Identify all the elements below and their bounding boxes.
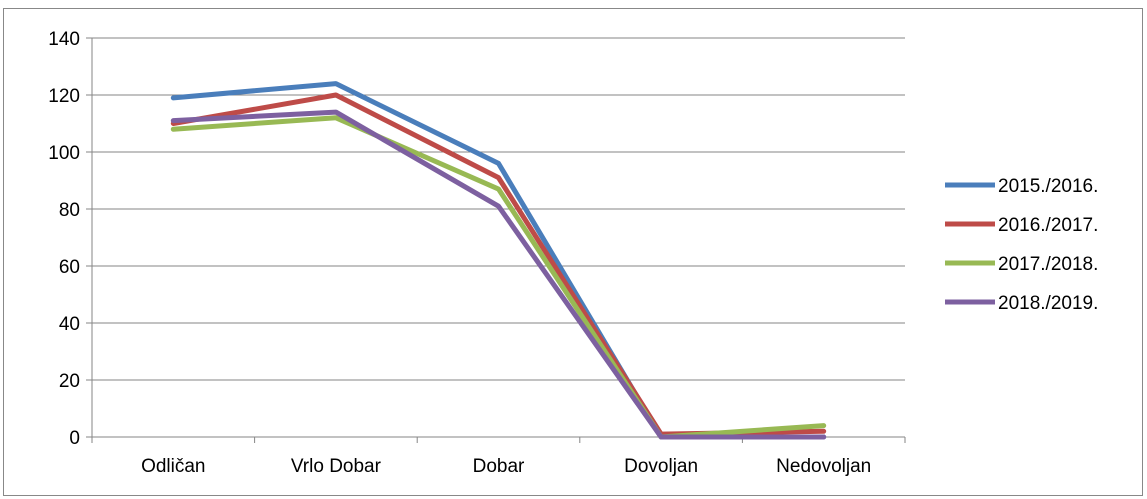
legend-label: 2015./2016. [998, 176, 1098, 197]
gridlines [92, 37, 905, 381]
y-axis-tick-labels: 0 20 40 60 80 100 120 140 [48, 29, 80, 449]
series-lines [170, 81, 827, 440]
series-line [170, 109, 827, 440]
legend-item: 2018./2019. [945, 293, 1098, 314]
x-tick-label: Nedovoljan [776, 456, 871, 477]
x-tick-label: Dovoljan [624, 456, 698, 477]
y-tick-label: 80 [59, 200, 80, 221]
y-tick-label: 140 [48, 29, 80, 50]
legend-item: 2015./2016. [945, 176, 1098, 197]
y-tick-label: 120 [48, 86, 80, 107]
y-tick-label: 100 [48, 143, 80, 164]
series-line [170, 115, 827, 440]
legend: 2015./2016. 2016./2017. 2017./2018. 2018./2… [945, 176, 1098, 314]
legend-label: 2017./2018. [998, 254, 1098, 275]
legend-item: 2016./2017. [945, 215, 1098, 236]
x-tick-label: Odličan [141, 456, 205, 477]
x-axis-tick-labels: Odličan Vrlo Dobar Dobar Dovoljan Nedovoljan [141, 456, 871, 477]
legend-item: 2017./2018. [945, 254, 1098, 275]
series-line [170, 92, 827, 437]
y-tick-label: 20 [59, 371, 80, 392]
series-line [170, 81, 827, 440]
y-tick-label: 0 [69, 428, 80, 449]
x-tick-label: Dobar [473, 456, 525, 477]
legend-label: 2018./2019. [998, 293, 1098, 314]
x-tick-label: Vrlo Dobar [291, 456, 382, 477]
y-tick-label: 40 [59, 314, 80, 335]
chart-frame [3, 8, 1143, 496]
y-tick-label: 60 [59, 257, 80, 278]
legend-label: 2016./2017. [998, 215, 1098, 236]
axes [86, 37, 906, 443]
